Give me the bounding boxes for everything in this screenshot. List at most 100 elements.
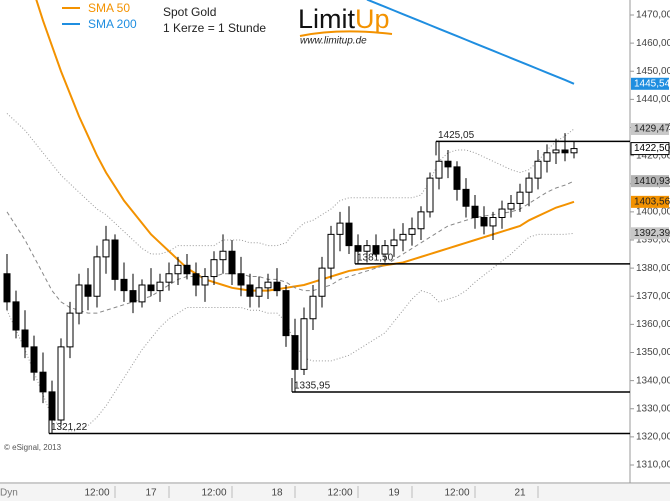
y-tick-label: 1470,00 xyxy=(636,10,670,21)
legend-swatch xyxy=(62,7,80,9)
candle-body xyxy=(255,287,263,297)
y-tick-label: 1360,00 xyxy=(636,319,670,330)
candle-body xyxy=(156,281,164,292)
candle-body xyxy=(48,391,56,421)
level-label: 1321,22 xyxy=(51,422,88,433)
candle-body xyxy=(201,276,209,286)
candle-body xyxy=(21,329,29,348)
logo-swoosh xyxy=(299,30,393,37)
candle-body xyxy=(174,264,182,275)
x-tick-label: 12:00 xyxy=(84,488,109,499)
y-tick-label: 1420,00 xyxy=(636,150,670,161)
candle-body xyxy=(435,160,443,179)
logo-text: LimitUp xyxy=(298,4,390,34)
candle-body xyxy=(390,239,398,247)
y-tick-label: 1440,00 xyxy=(636,94,670,105)
candle-body xyxy=(516,191,524,204)
candle-body xyxy=(291,335,299,370)
price-box-label: 1410,93 xyxy=(634,176,670,187)
candle-body xyxy=(426,177,434,213)
price-box-label: 1403,56 xyxy=(634,196,670,207)
candle-body xyxy=(345,222,353,247)
plot-area xyxy=(3,0,578,434)
candle-body xyxy=(570,148,578,154)
candle-body xyxy=(363,245,371,252)
candle-body xyxy=(39,371,47,393)
series-line xyxy=(366,0,575,85)
price-box xyxy=(631,195,669,208)
price-box xyxy=(630,142,670,156)
y-tick-label: 1400,00 xyxy=(636,207,670,218)
y-tick-label: 1390,00 xyxy=(636,235,670,246)
candle-body xyxy=(129,290,137,303)
candle-body xyxy=(192,273,200,286)
y-tick-label: 1460,00 xyxy=(636,38,670,49)
y-tick-label: 1380,00 xyxy=(636,263,670,274)
candle-body xyxy=(480,216,488,227)
x-tick-label: 18 xyxy=(271,488,283,499)
candle-body xyxy=(543,152,551,162)
candle-body xyxy=(12,301,20,331)
y-tick-label: 1340,00 xyxy=(636,375,670,386)
title: Spot Gold xyxy=(163,5,216,19)
y-tick-label: 1370,00 xyxy=(636,291,670,302)
candle-body xyxy=(417,211,425,230)
candle-body xyxy=(561,149,569,154)
candle-body xyxy=(246,284,254,297)
candle-body xyxy=(336,222,344,235)
price-box xyxy=(631,227,669,240)
candle-body xyxy=(264,281,272,289)
candle-body xyxy=(3,273,11,303)
candle-body xyxy=(228,250,236,275)
candle-body xyxy=(300,318,308,370)
logo: LimitUp www.limitup.de xyxy=(298,4,393,47)
candle-body xyxy=(507,202,515,210)
price-box-label: 1445,54 xyxy=(634,78,670,89)
candle-body xyxy=(534,160,542,179)
legend-label: SMA 50 xyxy=(88,1,130,15)
series-line xyxy=(6,180,575,314)
corner-label: Dyn xyxy=(0,488,18,499)
x-tick-label: 12:00 xyxy=(201,488,226,499)
logo-part: Up xyxy=(355,4,390,34)
candle-body xyxy=(282,290,290,337)
candle-body xyxy=(210,259,218,278)
candle-body xyxy=(552,149,560,154)
y-tick-label: 1450,00 xyxy=(636,66,670,77)
series-line xyxy=(35,0,575,292)
candle-body xyxy=(318,267,326,297)
candle-body xyxy=(30,346,38,373)
y-tick-label: 1310,00 xyxy=(636,460,670,471)
candle-body xyxy=(165,273,173,283)
credit: © eSignal, 2013 xyxy=(4,443,62,452)
y-tick-label: 1350,00 xyxy=(636,347,670,358)
x-tick-label: 17 xyxy=(145,488,157,499)
logo-url: www.limitup.de xyxy=(300,36,367,47)
x-tick-label: 12:00 xyxy=(327,488,352,499)
candle-body xyxy=(93,256,101,297)
x-axis-band xyxy=(0,484,670,501)
candle-body xyxy=(354,245,362,252)
x-tick-label: 12:00 xyxy=(444,488,469,499)
price-box-label: 1392,39 xyxy=(634,228,670,239)
candle-body xyxy=(75,284,83,314)
candle-body xyxy=(183,264,191,275)
candle-body xyxy=(408,228,416,235)
price-box-label: 1422,50 xyxy=(634,143,670,154)
legend-label: SMA 200 xyxy=(88,17,137,31)
candle-body xyxy=(57,346,65,421)
level-label: 1335,95 xyxy=(294,381,331,392)
series-line xyxy=(6,232,575,432)
candle-body xyxy=(327,233,335,269)
candle-body xyxy=(453,166,461,190)
candle-body xyxy=(525,177,533,193)
candle-body xyxy=(489,216,497,227)
y-tick-label: 1330,00 xyxy=(636,403,670,414)
candle-body xyxy=(399,233,407,241)
candle-body xyxy=(462,188,470,207)
candle-body xyxy=(309,295,317,320)
x-tick-label: 21 xyxy=(514,488,526,499)
candle-body xyxy=(102,239,110,258)
candle-body xyxy=(84,284,92,297)
candle-body xyxy=(120,278,128,292)
